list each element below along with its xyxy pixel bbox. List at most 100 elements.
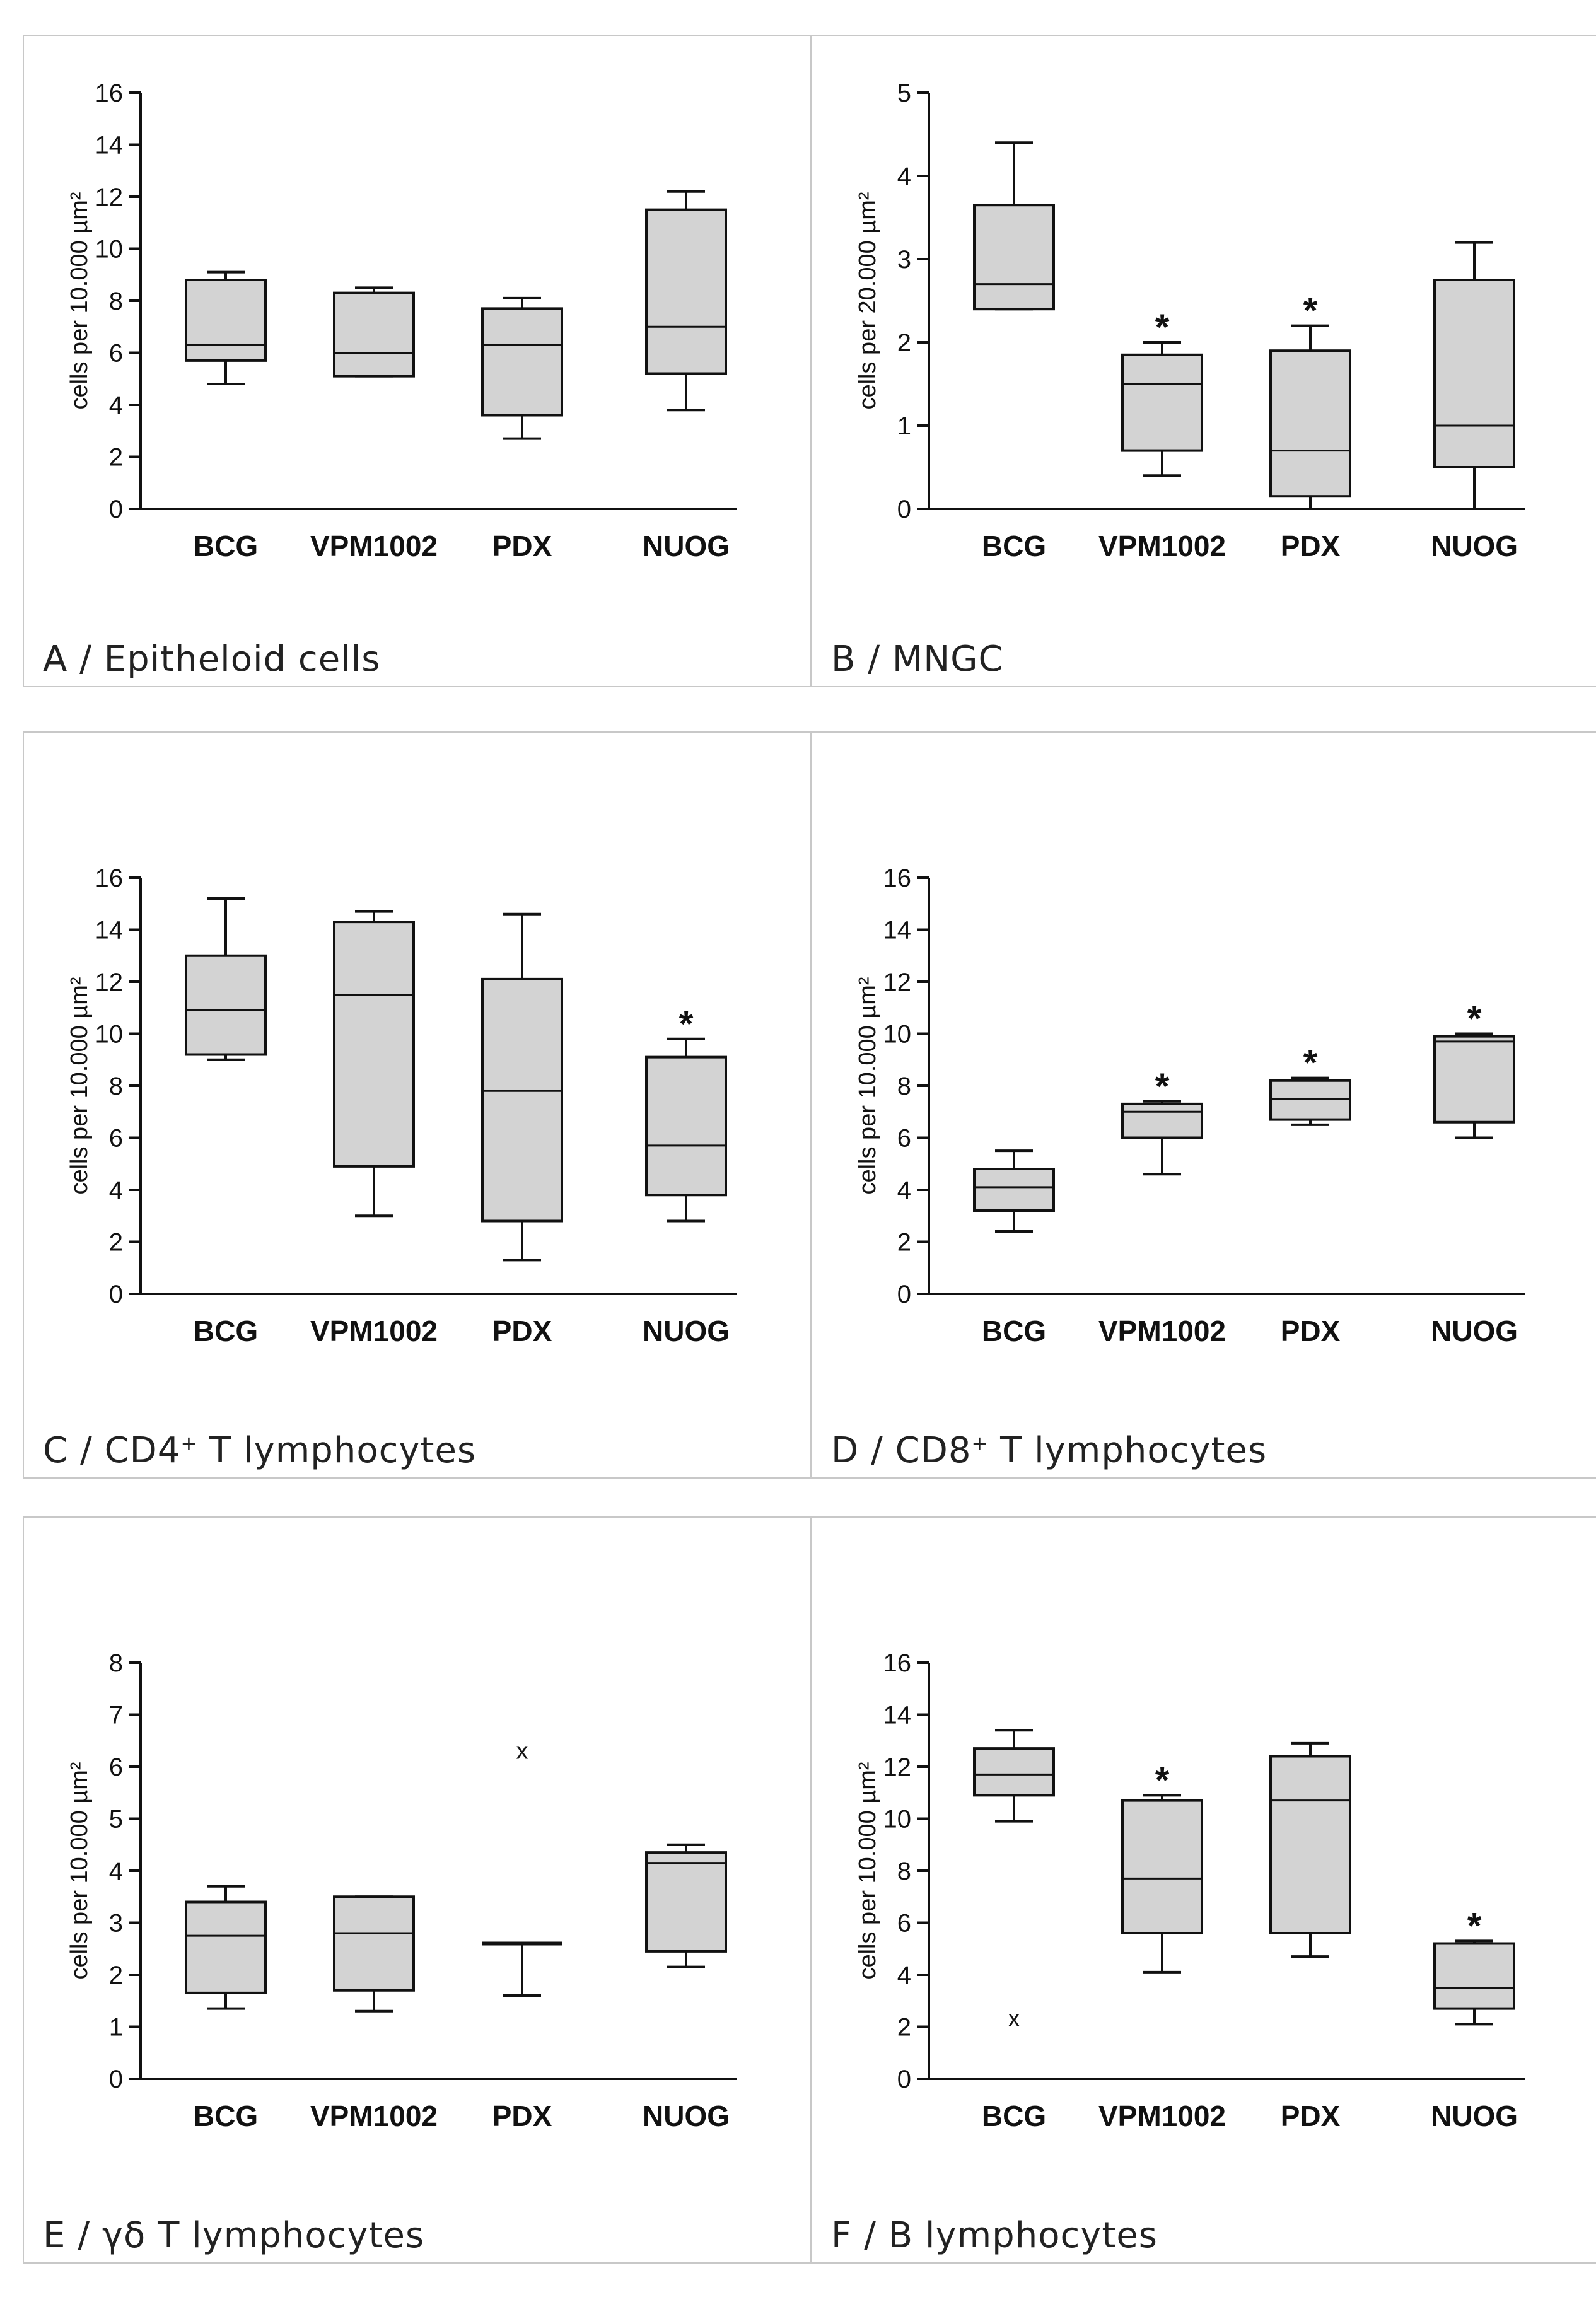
- y-tick-label: 3: [109, 1910, 123, 1938]
- y-tick-label: 12: [95, 183, 124, 211]
- box-vpm1002: *: [1121, 307, 1203, 477]
- y-axis-label: cells per 10.000 µm²: [854, 1762, 881, 1979]
- box-bcg: [185, 270, 267, 385]
- y-tick-label: 4: [897, 1177, 911, 1204]
- box-pdx: *: [1269, 291, 1351, 510]
- x-category-label: PDX: [492, 1315, 552, 1347]
- panel-letter: C: [43, 1430, 69, 1471]
- y-tick-label: 1: [109, 2014, 123, 2042]
- x-category-label: VPM1002: [1098, 530, 1226, 562]
- y-tick-label: 6: [109, 1125, 123, 1153]
- y-tick-label: 4: [109, 392, 123, 419]
- y-tick-label: 1: [897, 412, 911, 440]
- y-tick-label: 12: [95, 968, 124, 996]
- iqr-box: [481, 977, 563, 1223]
- caption-title: MNGC: [892, 639, 1004, 680]
- y-tick-label: 0: [897, 2066, 911, 2093]
- x-category-label: NUOG: [643, 2100, 730, 2132]
- box-pdx: *: [1269, 1043, 1351, 1126]
- y-tick-label: 0: [109, 1281, 123, 1308]
- x-category-label: VPM1002: [310, 530, 438, 562]
- iqr-box: [1121, 1102, 1203, 1139]
- panel-letter: E: [43, 2215, 66, 2256]
- box-bcg: [973, 1149, 1055, 1233]
- caption-title: Epitheloid cells: [103, 639, 381, 680]
- outlier-marker: x: [516, 1738, 528, 1764]
- box-plot-svg: 0 2 4 6 8 10 12 14 16 cells per 10.000 µm² BCG VPM1…: [66, 79, 737, 562]
- y-tick-label: 4: [897, 1962, 911, 1989]
- x-category-label: VPM1002: [310, 2100, 438, 2132]
- y-axis-label: cells per 10.000 µm²: [854, 977, 881, 1194]
- box-plot-svg: 0 2 4 6 8 10 12 14 16 cells per 10.000 µm² BCG VPM1…: [66, 864, 737, 1347]
- box-vpm1002: *: [1121, 1760, 1203, 1974]
- y-tick-label: 0: [109, 2066, 123, 2093]
- caption-title: CD4: [104, 1430, 181, 1471]
- iqr-box: [973, 204, 1055, 311]
- caption-title-rest: T lymphocytes: [197, 1430, 477, 1471]
- y-tick-label: 16: [95, 864, 124, 892]
- box-bcg: [185, 897, 267, 1061]
- iqr-box: [1433, 279, 1515, 468]
- y-tick-label: 4: [109, 1177, 123, 1204]
- y-tick-label: 5: [897, 79, 911, 107]
- x-category-label: BCG: [194, 1315, 258, 1347]
- significance-marker: *: [1155, 1760, 1170, 1801]
- iqr-box: [645, 1851, 727, 1953]
- panel-caption: E / γδ T lymphocytes: [43, 2215, 424, 2256]
- y-tick-label: 8: [897, 1073, 911, 1100]
- box-bcg: [973, 1729, 1055, 1823]
- caption-separator: /: [852, 2215, 888, 2256]
- iqr-box: [333, 1895, 415, 1992]
- caption-separator: /: [856, 639, 892, 680]
- y-tick-label: 14: [883, 1702, 912, 1729]
- x-category-label: NUOG: [643, 530, 730, 562]
- panel-caption: A / Epitheloid cells: [43, 639, 380, 680]
- y-axis-label: cells per 10.000 µm²: [66, 1762, 93, 1979]
- iqr-box: [1121, 1799, 1203, 1934]
- iqr-box: [333, 921, 415, 1168]
- y-tick-label: 0: [109, 496, 123, 523]
- iqr-box: [645, 1055, 727, 1197]
- y-tick-label: 16: [883, 864, 912, 892]
- significance-marker: *: [1303, 291, 1318, 332]
- box-vpm1002: [333, 910, 415, 1218]
- x-category-label: BCG: [982, 2100, 1046, 2132]
- y-tick-label: 6: [897, 1910, 911, 1938]
- iqr-box: [185, 279, 267, 362]
- y-tick-label: 6: [897, 1125, 911, 1153]
- box-plot-svg: 0 1 2 3 4 5 6 7 8 cells per 10.000 µm² BCG VPM1002 P…: [66, 1649, 737, 2132]
- y-tick-label: 6: [109, 340, 123, 368]
- x-category-label: PDX: [492, 530, 552, 562]
- iqr-box: [333, 291, 415, 378]
- y-tick-label: 12: [883, 1753, 912, 1781]
- y-tick-label: 5: [109, 1806, 123, 1834]
- y-tick-label: 8: [109, 288, 123, 315]
- iqr-box: [185, 954, 267, 1056]
- x-category-label: PDX: [1281, 530, 1341, 562]
- x-category-label: BCG: [982, 530, 1046, 562]
- caption-separator: /: [66, 2215, 102, 2256]
- chart-panel-d: 0 2 4 6 8 10 12 14 16 cells per 10.000 µm² BCG VPM1…: [811, 731, 1596, 1479]
- y-tick-label: 4: [109, 1857, 123, 1885]
- panel-caption: F / B lymphocytes: [831, 2215, 1158, 2256]
- x-category-label: PDX: [1281, 1315, 1341, 1347]
- panel-letter: A: [43, 639, 68, 680]
- y-tick-label: 10: [883, 1021, 912, 1049]
- box-pdx: [481, 912, 563, 1262]
- panel-letter: F: [831, 2215, 853, 2256]
- significance-marker: *: [1155, 307, 1170, 348]
- box-bcg: [973, 141, 1055, 311]
- chart-panel-a: 0 2 4 6 8 10 12 14 16 cells per 10.000 µm² BCG VPM1…: [23, 35, 811, 687]
- y-tick-label: 14: [883, 917, 912, 945]
- x-category-label: BCG: [194, 2100, 258, 2132]
- box-pdx: [481, 296, 563, 440]
- iqr-box: [1269, 1079, 1351, 1121]
- y-tick-label: 10: [95, 236, 124, 264]
- x-category-label: PDX: [492, 2100, 552, 2132]
- y-axis-label: cells per 20.000 µm²: [854, 192, 881, 409]
- x-category-label: NUOG: [643, 1315, 730, 1347]
- caption-superscript: +: [180, 1432, 198, 1455]
- box-nuog: *: [1433, 999, 1515, 1139]
- x-category-label: BCG: [982, 1315, 1046, 1347]
- caption-title: γδ T lymphocytes: [102, 2215, 425, 2256]
